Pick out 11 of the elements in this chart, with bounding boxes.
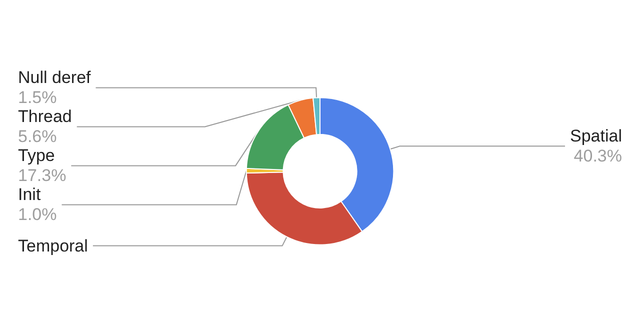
slice-label: Type xyxy=(18,146,55,166)
slice-label: Thread xyxy=(18,107,72,126)
data-label: 1.5% xyxy=(18,88,57,108)
data-label: 17.3% xyxy=(18,166,66,186)
slice-label: Null deref xyxy=(18,68,92,88)
data-label: 40.3% xyxy=(574,146,622,166)
slice-label: Init xyxy=(18,185,41,204)
slice-label: Temporal xyxy=(18,236,88,256)
data-label: 1.0% xyxy=(18,205,57,224)
slice-label: Spatial xyxy=(570,126,622,146)
data-label: 5.6% xyxy=(18,127,57,146)
